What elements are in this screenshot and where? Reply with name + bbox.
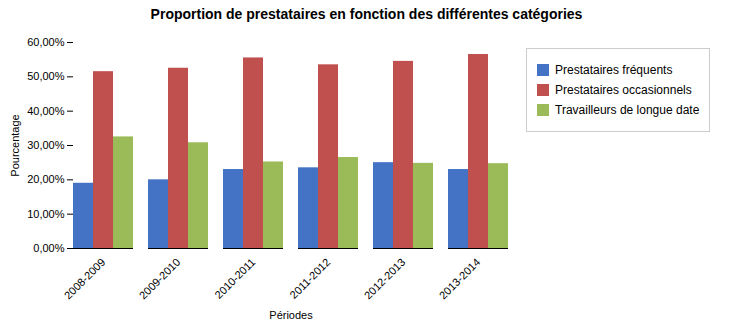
svg-text:Pourcentage: Pourcentage	[9, 114, 21, 176]
svg-text:20,00%: 20,00%	[27, 173, 65, 185]
html-text:Prestataires fréquents: Prestataires fréquents	[555, 63, 673, 77]
svg-text:2013-2014: 2013-2014	[437, 256, 483, 302]
svg-text:2010-2011: 2010-2011	[212, 256, 257, 301]
svg-text:2011-2012: 2011-2012	[287, 256, 332, 301]
svg-text:10,00%: 10,00%	[27, 208, 65, 220]
svg-text:2008-2009: 2008-2009	[62, 256, 108, 302]
html-text:Proportion de prestataires en: Proportion de prestataires en fonction d…	[150, 6, 583, 22]
html-text:Travailleurs de longue date: Travailleurs de longue date	[555, 103, 700, 117]
svg-text:60,00%: 60,00%	[27, 36, 65, 48]
svg-text:30,00%: 30,00%	[27, 139, 65, 151]
svg-text:2012-2013: 2012-2013	[362, 256, 408, 302]
html-text:Prestataires occasionnels: Prestataires occasionnels	[555, 83, 692, 97]
svg-text:Périodes: Périodes	[269, 309, 313, 321]
svg-text:0,00%: 0,00%	[33, 242, 64, 254]
svg-text:2009-2010: 2009-2010	[137, 256, 183, 302]
svg-text:50,00%: 50,00%	[27, 70, 65, 82]
svg-text:40,00%: 40,00%	[27, 105, 65, 117]
